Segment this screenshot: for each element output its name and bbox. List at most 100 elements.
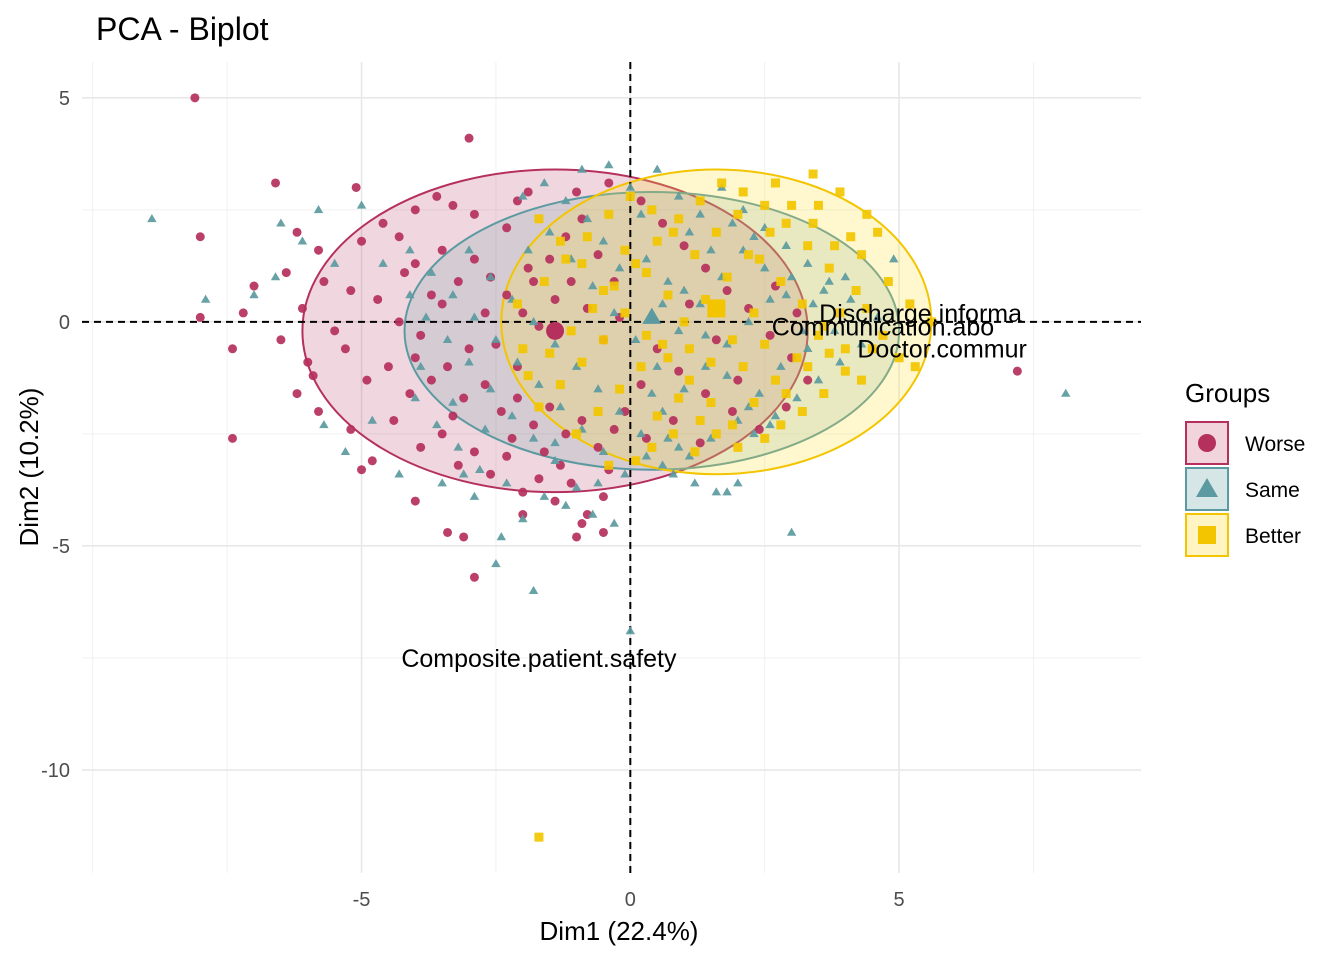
point-same [641, 451, 652, 460]
point-better [824, 348, 834, 358]
point-same [706, 433, 716, 442]
group-centroids [546, 299, 726, 340]
point-better [846, 232, 856, 242]
point-same [491, 334, 501, 344]
point-same [593, 478, 603, 487]
point-same [781, 290, 791, 299]
point-same [496, 532, 507, 541]
point-same [464, 357, 474, 366]
point-worse [566, 277, 576, 287]
point-better [561, 254, 571, 264]
point-same [711, 487, 722, 496]
centroid-same [642, 307, 662, 324]
point-better [797, 299, 807, 309]
point-same [550, 455, 560, 465]
point-worse [459, 393, 469, 403]
point-better [835, 187, 845, 197]
point-worse [577, 519, 587, 529]
point-worse [545, 254, 555, 264]
point-worse [405, 389, 415, 399]
point-better [781, 218, 791, 228]
point-worse [443, 362, 453, 372]
point-same [405, 245, 415, 254]
point-better [615, 384, 625, 394]
point-worse [271, 178, 281, 188]
point-worse [480, 308, 490, 318]
point-same [480, 424, 490, 433]
point-same [668, 469, 679, 478]
point-worse [276, 335, 286, 345]
point-better [776, 420, 786, 430]
point-better [598, 286, 608, 296]
point-better [776, 277, 786, 287]
point-worse [367, 456, 377, 466]
point-same [722, 370, 732, 379]
point-worse [432, 191, 442, 201]
point-same [448, 290, 458, 299]
legend-marker-circle [1198, 434, 1216, 452]
point-worse [308, 371, 318, 381]
point-worse [443, 527, 453, 537]
point-same [684, 451, 695, 460]
legend-marker-square [1198, 526, 1216, 544]
point-better [577, 357, 587, 367]
point-same [802, 258, 813, 267]
point-better [792, 353, 802, 363]
point-worse [733, 375, 743, 385]
point-same [313, 205, 324, 214]
point-worse [701, 263, 711, 273]
point-same [700, 330, 711, 339]
legend-marker-triangle [1196, 478, 1218, 497]
point-same [276, 218, 286, 227]
point-worse [314, 406, 324, 416]
point-same [690, 478, 700, 487]
point-same [587, 281, 598, 290]
point-worse [636, 196, 646, 206]
variable-label: Discharge.informa [819, 300, 1022, 328]
point-worse [598, 527, 608, 537]
point-same [679, 384, 689, 393]
point-same [356, 200, 367, 209]
point-better [523, 371, 533, 381]
point-same [415, 361, 426, 370]
point-same [733, 478, 743, 487]
point-better [609, 281, 619, 291]
point-worse [572, 532, 582, 542]
point-worse [512, 393, 522, 403]
point-worse [658, 218, 668, 228]
point-worse [480, 380, 490, 390]
point-same [819, 285, 829, 294]
point-same [534, 379, 544, 388]
legend-label-same: Same [1245, 479, 1300, 502]
point-same [587, 509, 598, 518]
point-worse [346, 286, 356, 296]
point-worse [792, 308, 802, 318]
point-same [539, 178, 550, 187]
point-same [571, 482, 582, 491]
point-better [701, 294, 711, 304]
x-tick-label: 0 [625, 889, 636, 911]
variable-label: Doctor.commur [857, 336, 1026, 364]
point-same [695, 299, 705, 308]
point-same [539, 491, 550, 500]
point-same [770, 411, 781, 420]
point-worse [297, 303, 307, 313]
point-better [733, 442, 743, 452]
y-tick-label: -5 [52, 536, 70, 558]
point-same [620, 469, 630, 478]
point-same [528, 317, 539, 326]
point-same [673, 442, 684, 451]
point-worse [684, 299, 694, 309]
point-same [448, 397, 458, 406]
legend-title: Groups [1185, 378, 1270, 408]
point-same [792, 393, 802, 402]
point-same [523, 245, 533, 254]
point-same [598, 446, 609, 456]
point-worse [502, 223, 512, 233]
point-worse [679, 241, 689, 251]
point-better [690, 250, 700, 260]
point-same [786, 272, 797, 281]
point-worse [593, 250, 603, 260]
point-worse [754, 424, 764, 434]
point-worse [410, 353, 420, 363]
